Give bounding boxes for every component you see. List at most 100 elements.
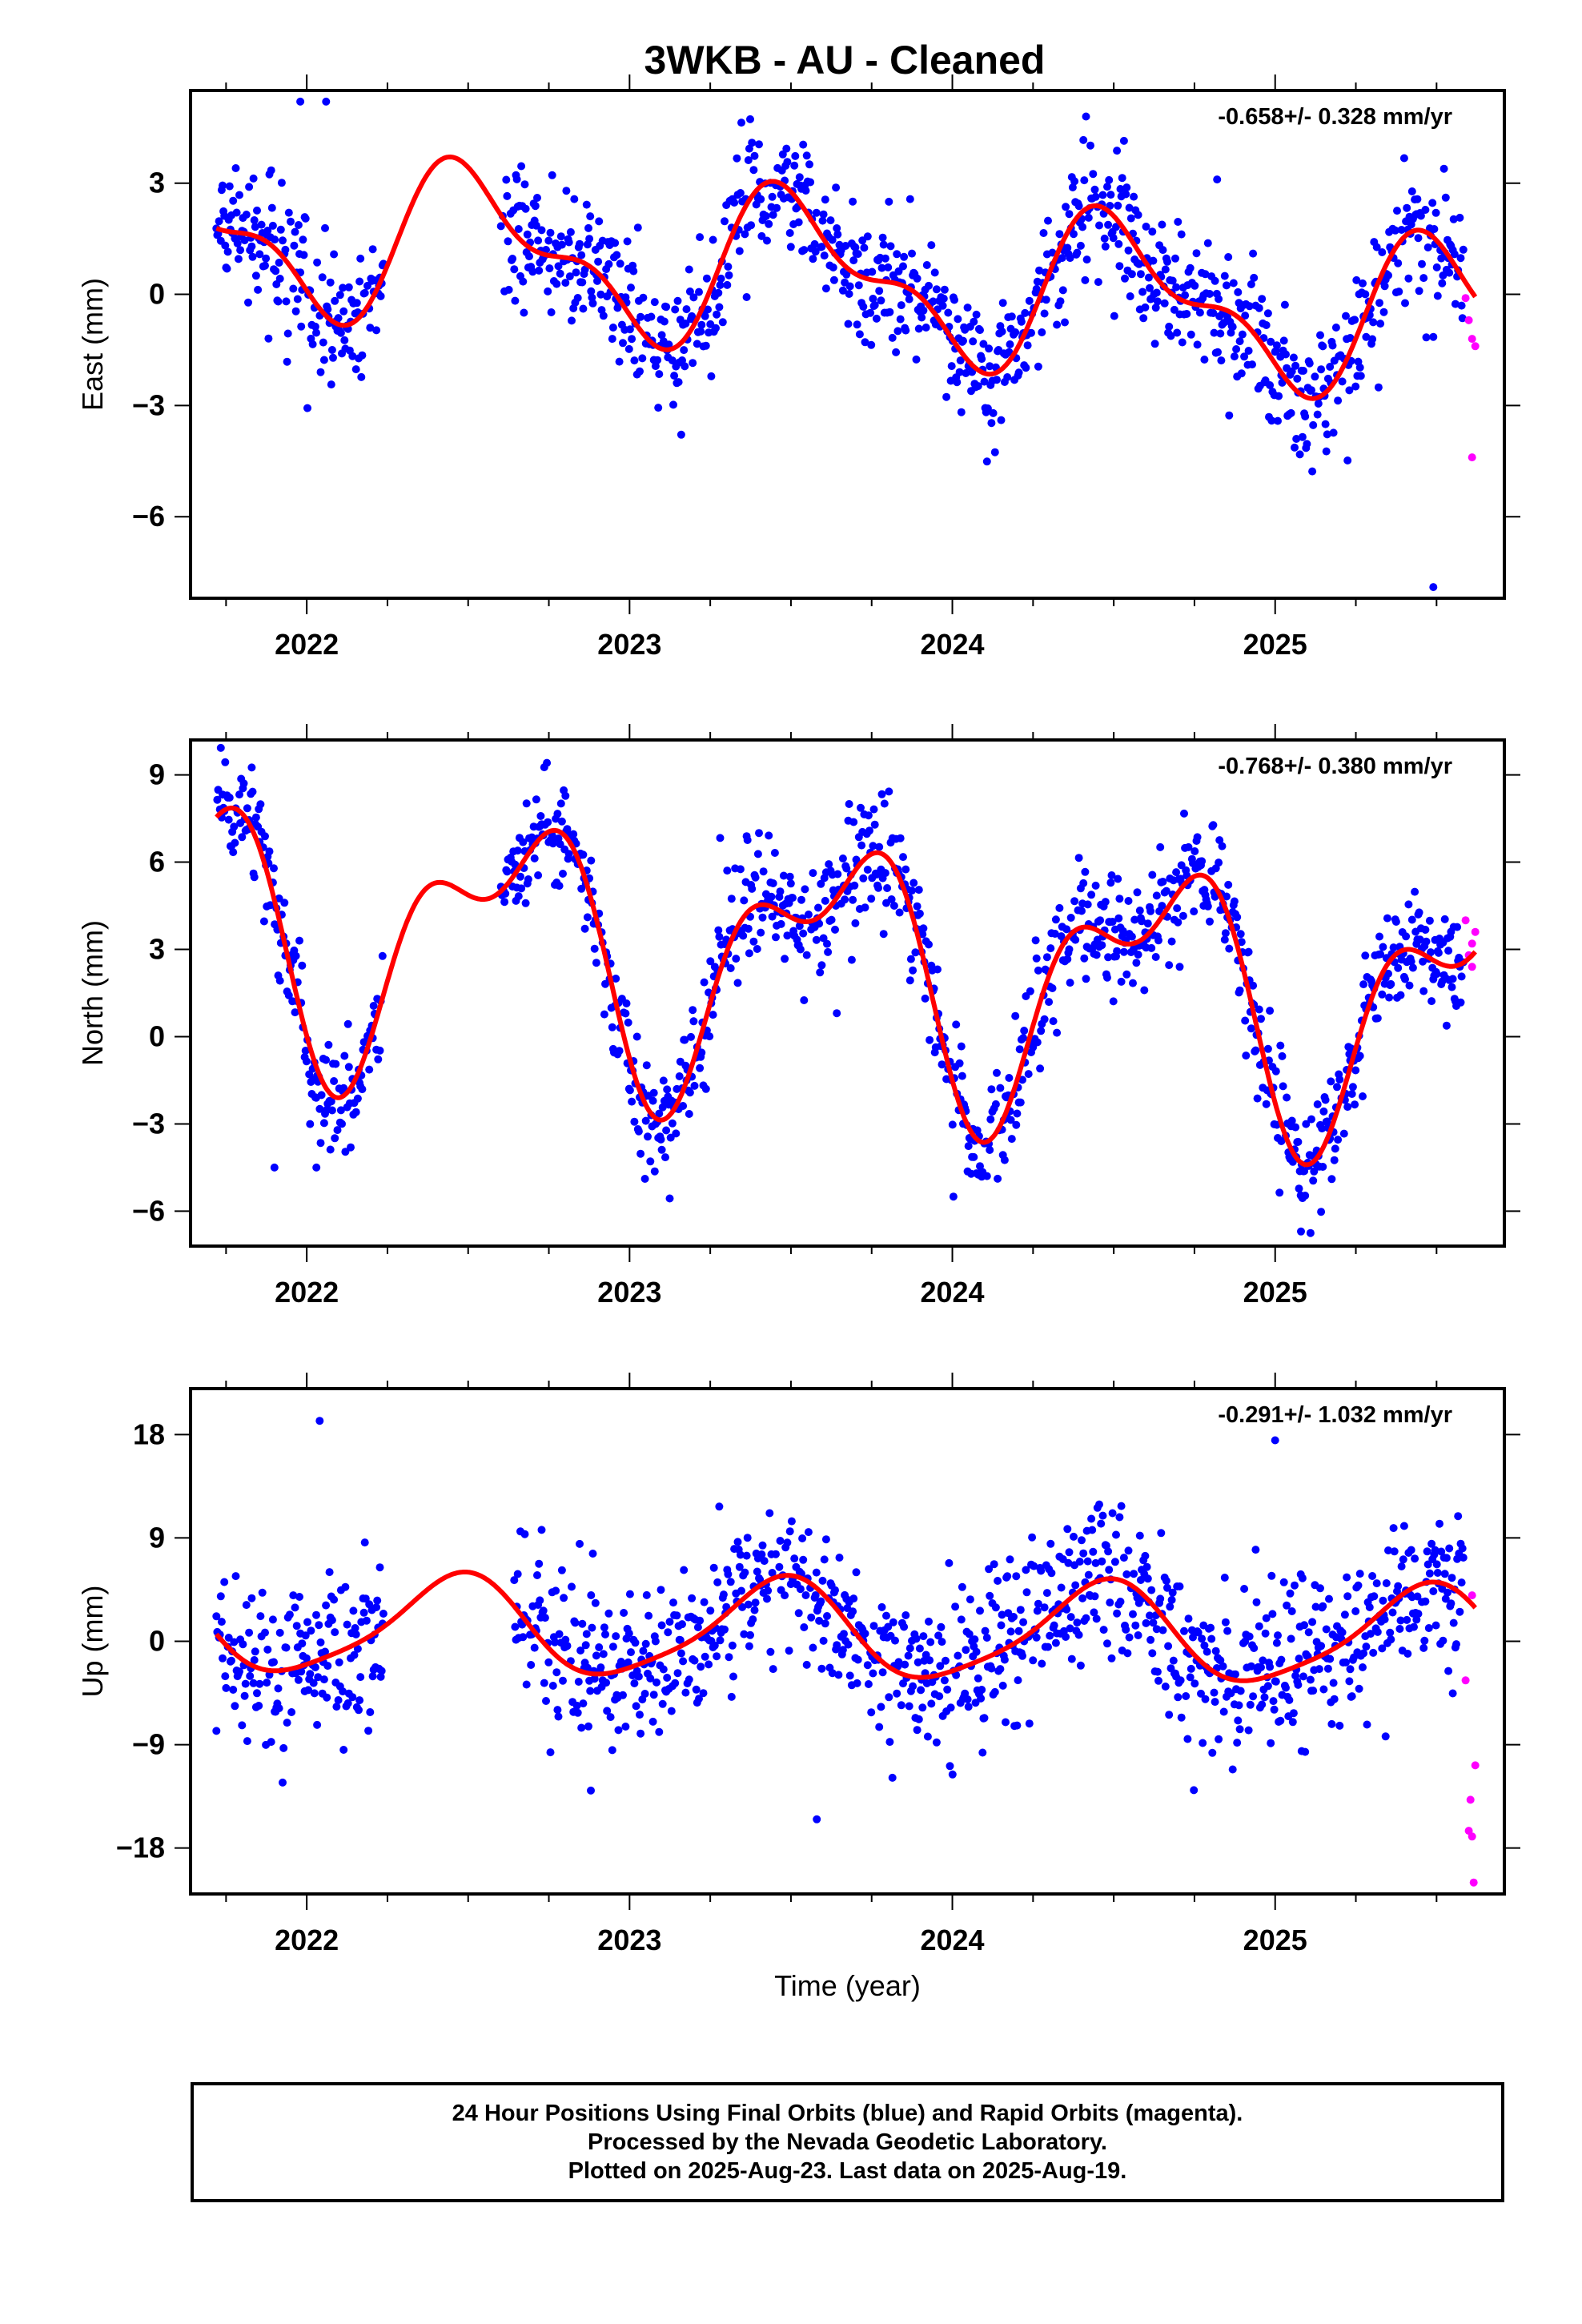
east-final-orbit-point <box>1086 141 1094 150</box>
up-final-orbit-point <box>350 1651 359 1659</box>
east-final-orbit-point <box>1074 202 1083 211</box>
up-final-orbit-point <box>1207 1634 1216 1643</box>
up-final-orbit-point <box>1122 1570 1131 1578</box>
up-final-orbit-point <box>776 1537 785 1545</box>
east-final-orbit-point <box>566 227 575 236</box>
up-final-orbit-point <box>1186 1673 1195 1682</box>
up-final-orbit-point <box>563 1642 572 1651</box>
up-final-orbit-point <box>1365 1603 1374 1611</box>
east-final-orbit-point <box>528 267 537 276</box>
up-final-orbit-point <box>693 1623 702 1631</box>
up-final-orbit-point <box>554 1712 563 1721</box>
east-final-orbit-point <box>899 262 907 271</box>
east-final-orbit-point <box>657 331 666 340</box>
up-final-orbit-point <box>1262 1614 1271 1622</box>
north-final-orbit-point <box>833 870 842 879</box>
east-final-orbit-point <box>275 259 283 267</box>
up-final-orbit-point <box>1154 1676 1162 1685</box>
north-model-fit-line <box>215 806 1477 1168</box>
up-final-orbit-point <box>279 1743 288 1752</box>
up-final-orbit-point <box>527 1661 536 1669</box>
north-final-orbit-point <box>266 901 275 910</box>
north-final-orbit-point <box>689 1006 697 1015</box>
north-final-orbit-point <box>1335 1076 1344 1084</box>
north-final-orbit-point <box>1049 1017 1058 1026</box>
north-final-orbit-point <box>231 838 239 847</box>
up-final-orbit-point <box>1092 1614 1101 1623</box>
east-final-orbit-point <box>594 257 603 266</box>
east-final-orbit-point <box>235 191 243 199</box>
north-final-orbit-point <box>948 1120 957 1129</box>
up-final-orbit-point <box>343 1620 351 1629</box>
up-final-orbit-point <box>885 1738 894 1747</box>
east-final-orbit-point <box>1186 263 1195 272</box>
north-final-orbit-point <box>1024 1070 1033 1079</box>
up-final-orbit-point <box>230 1638 239 1647</box>
north-final-orbit-point <box>841 895 849 904</box>
up-final-orbit-point <box>267 1738 275 1747</box>
east-final-orbit-point <box>1163 257 1171 266</box>
north-final-orbit-point <box>1158 878 1167 886</box>
up-final-orbit-point <box>1267 1571 1276 1580</box>
east-final-orbit-point <box>701 341 710 350</box>
up-final-orbit-point <box>697 1663 705 1671</box>
north-final-orbit-point <box>559 870 567 878</box>
east-final-orbit-point <box>625 325 634 334</box>
up-final-orbit-point <box>749 1615 757 1624</box>
north-final-orbit-point <box>270 1163 279 1172</box>
east-rapid-orbit-point <box>1468 453 1476 462</box>
east-final-orbit-point <box>1359 279 1367 287</box>
east-final-orbit-point <box>912 355 921 364</box>
up-final-orbit-point <box>581 1641 590 1650</box>
east-final-orbit-point <box>520 308 528 317</box>
north-final-orbit-point <box>769 879 777 887</box>
up-final-orbit-point <box>261 1628 269 1637</box>
east-final-orbit-point <box>1217 356 1226 365</box>
east-final-orbit-point <box>888 333 897 342</box>
up-final-orbit-point <box>1266 1663 1275 1671</box>
east-final-orbit-point <box>357 372 366 381</box>
up-final-orbit-point <box>1458 1544 1467 1553</box>
north-final-orbit-point <box>733 979 742 987</box>
east-final-orbit-point <box>879 240 888 249</box>
north-final-orbit-point <box>331 1134 339 1143</box>
east-final-orbit-point <box>523 230 532 239</box>
north-final-orbit-point <box>706 957 715 966</box>
east-final-orbit-point <box>829 275 838 284</box>
east-final-orbit-point <box>1211 276 1219 285</box>
north-final-orbit-point <box>833 1009 841 1018</box>
up-final-orbit-point <box>1156 1594 1165 1603</box>
up-final-orbit-point <box>1271 1677 1280 1686</box>
east-final-orbit-point <box>612 251 621 259</box>
up-final-orbit-point <box>1006 1555 1014 1564</box>
up-final-orbit-point <box>535 1559 544 1568</box>
up-final-orbit-point <box>1046 1631 1054 1640</box>
east-final-orbit-point <box>930 268 939 277</box>
east-final-orbit-point <box>1035 266 1043 275</box>
up-final-orbit-point <box>1384 1546 1392 1554</box>
east-final-orbit-point <box>638 354 647 363</box>
east-final-orbit-point <box>1103 183 1111 191</box>
up-final-orbit-point <box>642 1590 651 1599</box>
east-final-orbit-point <box>893 327 902 336</box>
up-final-orbit-point <box>1190 1786 1199 1795</box>
north-final-orbit-point <box>330 1077 339 1085</box>
east-final-orbit-point <box>291 307 300 316</box>
east-final-orbit-point <box>1171 254 1179 263</box>
up-final-orbit-point <box>913 1658 922 1667</box>
north-final-orbit-point <box>1053 1028 1062 1037</box>
up-final-orbit-point <box>888 1773 897 1782</box>
north-final-orbit-point <box>1034 966 1042 975</box>
east-final-orbit-point <box>660 317 669 326</box>
north-final-orbit-point <box>583 913 592 922</box>
up-final-orbit-point <box>809 1643 817 1652</box>
north-final-orbit-point <box>690 1081 699 1090</box>
north-final-orbit-point <box>1249 981 1258 990</box>
east-final-orbit-point <box>1399 154 1408 163</box>
north-final-orbit-point <box>1138 917 1146 926</box>
north-final-orbit-point <box>1376 950 1385 959</box>
north-final-orbit-point <box>1319 1163 1327 1171</box>
north-final-orbit-point <box>513 846 522 855</box>
north-final-orbit-point <box>899 853 907 862</box>
